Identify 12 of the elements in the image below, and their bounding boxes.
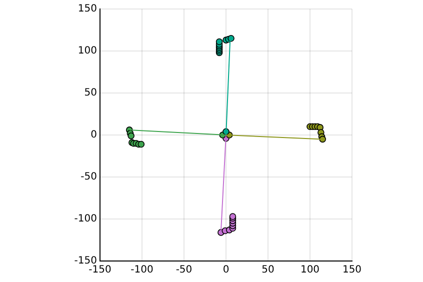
x-tick-label: 150 (342, 264, 362, 276)
y-tick-label: 50 (84, 88, 97, 99)
y-tick-label: 0 (90, 130, 97, 141)
y-tick-label: 150 (78, 4, 97, 15)
x-tick-label: 100 (300, 264, 320, 276)
x-tick-label: -100 (130, 264, 154, 276)
y-tick-label: -50 (80, 172, 97, 183)
y-tick-label: 100 (78, 46, 97, 57)
x-tick-label: -50 (176, 264, 192, 276)
x-tick-label: 50 (262, 264, 274, 276)
x-tick-label: 0 (222, 264, 230, 276)
y-tick-label: -100 (74, 214, 97, 225)
